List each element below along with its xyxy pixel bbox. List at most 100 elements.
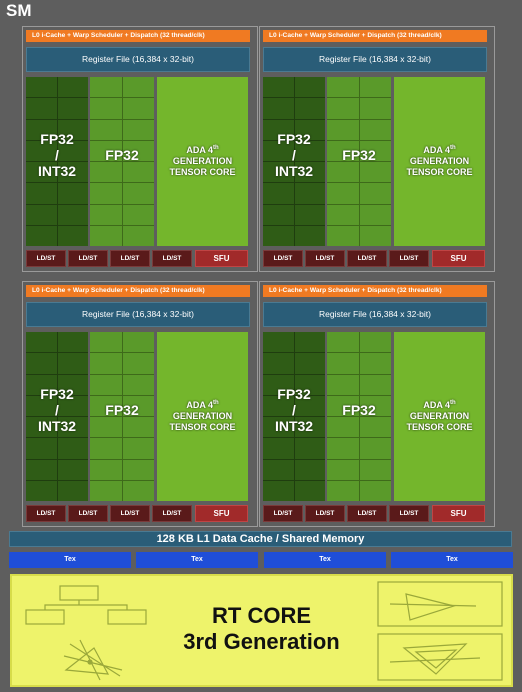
core-cell [57, 77, 88, 98]
core-cell [359, 332, 391, 353]
l0-icache-warp-scheduler: L0 i-Cache + Warp Scheduler + Dispatch (… [263, 285, 487, 297]
core-cell [359, 204, 391, 225]
core-cell [294, 204, 325, 225]
core-cell [26, 98, 57, 119]
core-cell [26, 332, 57, 353]
core-cell [122, 119, 154, 140]
tensor-line1: ADA 4 [423, 145, 450, 155]
core-cell [57, 332, 88, 353]
fp32-core-grid [90, 332, 154, 501]
fp32-int32-label: FP32/INT32 [26, 386, 88, 434]
core-cell [294, 438, 325, 459]
sfu-unit: SFU [195, 250, 248, 267]
core-cell [359, 417, 391, 438]
core-cell [122, 162, 154, 183]
tensor-core-label: ADA 4th GENERATION TENSOR CORE [394, 143, 485, 178]
ldst-unit: LD/ST [305, 250, 345, 267]
fp32-int32-core-grid [26, 332, 88, 501]
core-cell [26, 417, 57, 438]
sm-partition: L0 i-Cache + Warp Scheduler + Dispatch (… [259, 281, 495, 527]
triangle-intersection-icon [377, 633, 503, 681]
fp32-int32-label: FP32/INT32 [26, 131, 88, 179]
core-cell [57, 162, 88, 183]
fp32-core-grid [327, 77, 391, 246]
core-cell [26, 438, 57, 459]
core-cell [294, 225, 325, 246]
sm-partition: L0 i-Cache + Warp Scheduler + Dispatch (… [22, 26, 258, 272]
core-cell [327, 353, 359, 374]
triangle-test-icon [377, 581, 503, 627]
core-cell [26, 480, 57, 501]
tensor-core-label: ADA 4th GENERATION TENSOR CORE [394, 398, 485, 433]
core-cell [90, 162, 122, 183]
fp32-int32-line3: INT32 [274, 418, 314, 434]
core-cell [26, 225, 57, 246]
tex-unit: Tex [391, 552, 513, 568]
core-cell [327, 183, 359, 204]
core-cell [57, 183, 88, 204]
fp32-int32-line2: / [292, 402, 296, 418]
tensor-sup: th [213, 145, 219, 151]
core-cell [57, 140, 88, 161]
core-cell [26, 353, 57, 374]
core-cell [327, 119, 359, 140]
core-cell [359, 119, 391, 140]
fp32-label: FP32 [342, 147, 376, 163]
register-file: Register File (16,384 x 32-bit) [263, 47, 487, 72]
core-cell [90, 140, 122, 161]
core-cell [90, 374, 122, 395]
register-file: Register File (16,384 x 32-bit) [263, 302, 487, 327]
core-cell [294, 162, 325, 183]
ldst-unit: LD/ST [26, 505, 66, 522]
ldst-unit: LD/ST [68, 505, 108, 522]
rt-core: RT CORE 3rd Generation [10, 574, 513, 687]
core-cell [122, 438, 154, 459]
core-cell [263, 225, 294, 246]
core-cell [57, 480, 88, 501]
core-cell [26, 140, 57, 161]
fp32-label: FP32 [342, 402, 376, 418]
core-cell [327, 332, 359, 353]
ldst-unit: LD/ST [68, 250, 108, 267]
ldst-unit: LD/ST [152, 250, 192, 267]
tensor-line1: ADA 4 [186, 400, 213, 410]
ldst-unit: LD/ST [389, 250, 429, 267]
fp32-int32-line3: INT32 [37, 418, 77, 434]
core-cell [57, 119, 88, 140]
core-cell [90, 438, 122, 459]
core-cell [26, 183, 57, 204]
core-cell [57, 204, 88, 225]
core-cell [359, 374, 391, 395]
fp32-int32-core-grid [263, 77, 325, 246]
sfu-unit: SFU [432, 250, 485, 267]
sm-partition: L0 i-Cache + Warp Scheduler + Dispatch (… [259, 26, 495, 272]
core-cell [294, 98, 325, 119]
core-cell [122, 225, 154, 246]
core-cell [26, 395, 57, 416]
core-cell [122, 98, 154, 119]
register-file: Register File (16,384 x 32-bit) [26, 47, 250, 72]
ldst-unit: LD/ST [389, 505, 429, 522]
core-cell [359, 162, 391, 183]
core-cell [359, 353, 391, 374]
tensor-line3: TENSOR CORE [406, 422, 473, 432]
rt-core-line2: 3rd Generation [183, 629, 340, 654]
rt-core-line1: RT CORE [212, 603, 311, 628]
tensor-line3: TENSOR CORE [406, 167, 473, 177]
ldst-unit: LD/ST [305, 505, 345, 522]
tensor-core: ADA 4th GENERATION TENSOR CORE [394, 332, 485, 501]
l0-icache-warp-scheduler: L0 i-Cache + Warp Scheduler + Dispatch (… [26, 285, 250, 297]
core-cell [90, 417, 122, 438]
core-cell [327, 204, 359, 225]
core-cell [90, 353, 122, 374]
core-cell [263, 353, 294, 374]
core-cell [327, 140, 359, 161]
core-cell [294, 480, 325, 501]
core-cell [57, 98, 88, 119]
bvh-tree-icon [25, 585, 147, 625]
fp32-int32-line2: / [55, 147, 59, 163]
core-cell [26, 162, 57, 183]
core-cell [263, 438, 294, 459]
core-cell [263, 417, 294, 438]
